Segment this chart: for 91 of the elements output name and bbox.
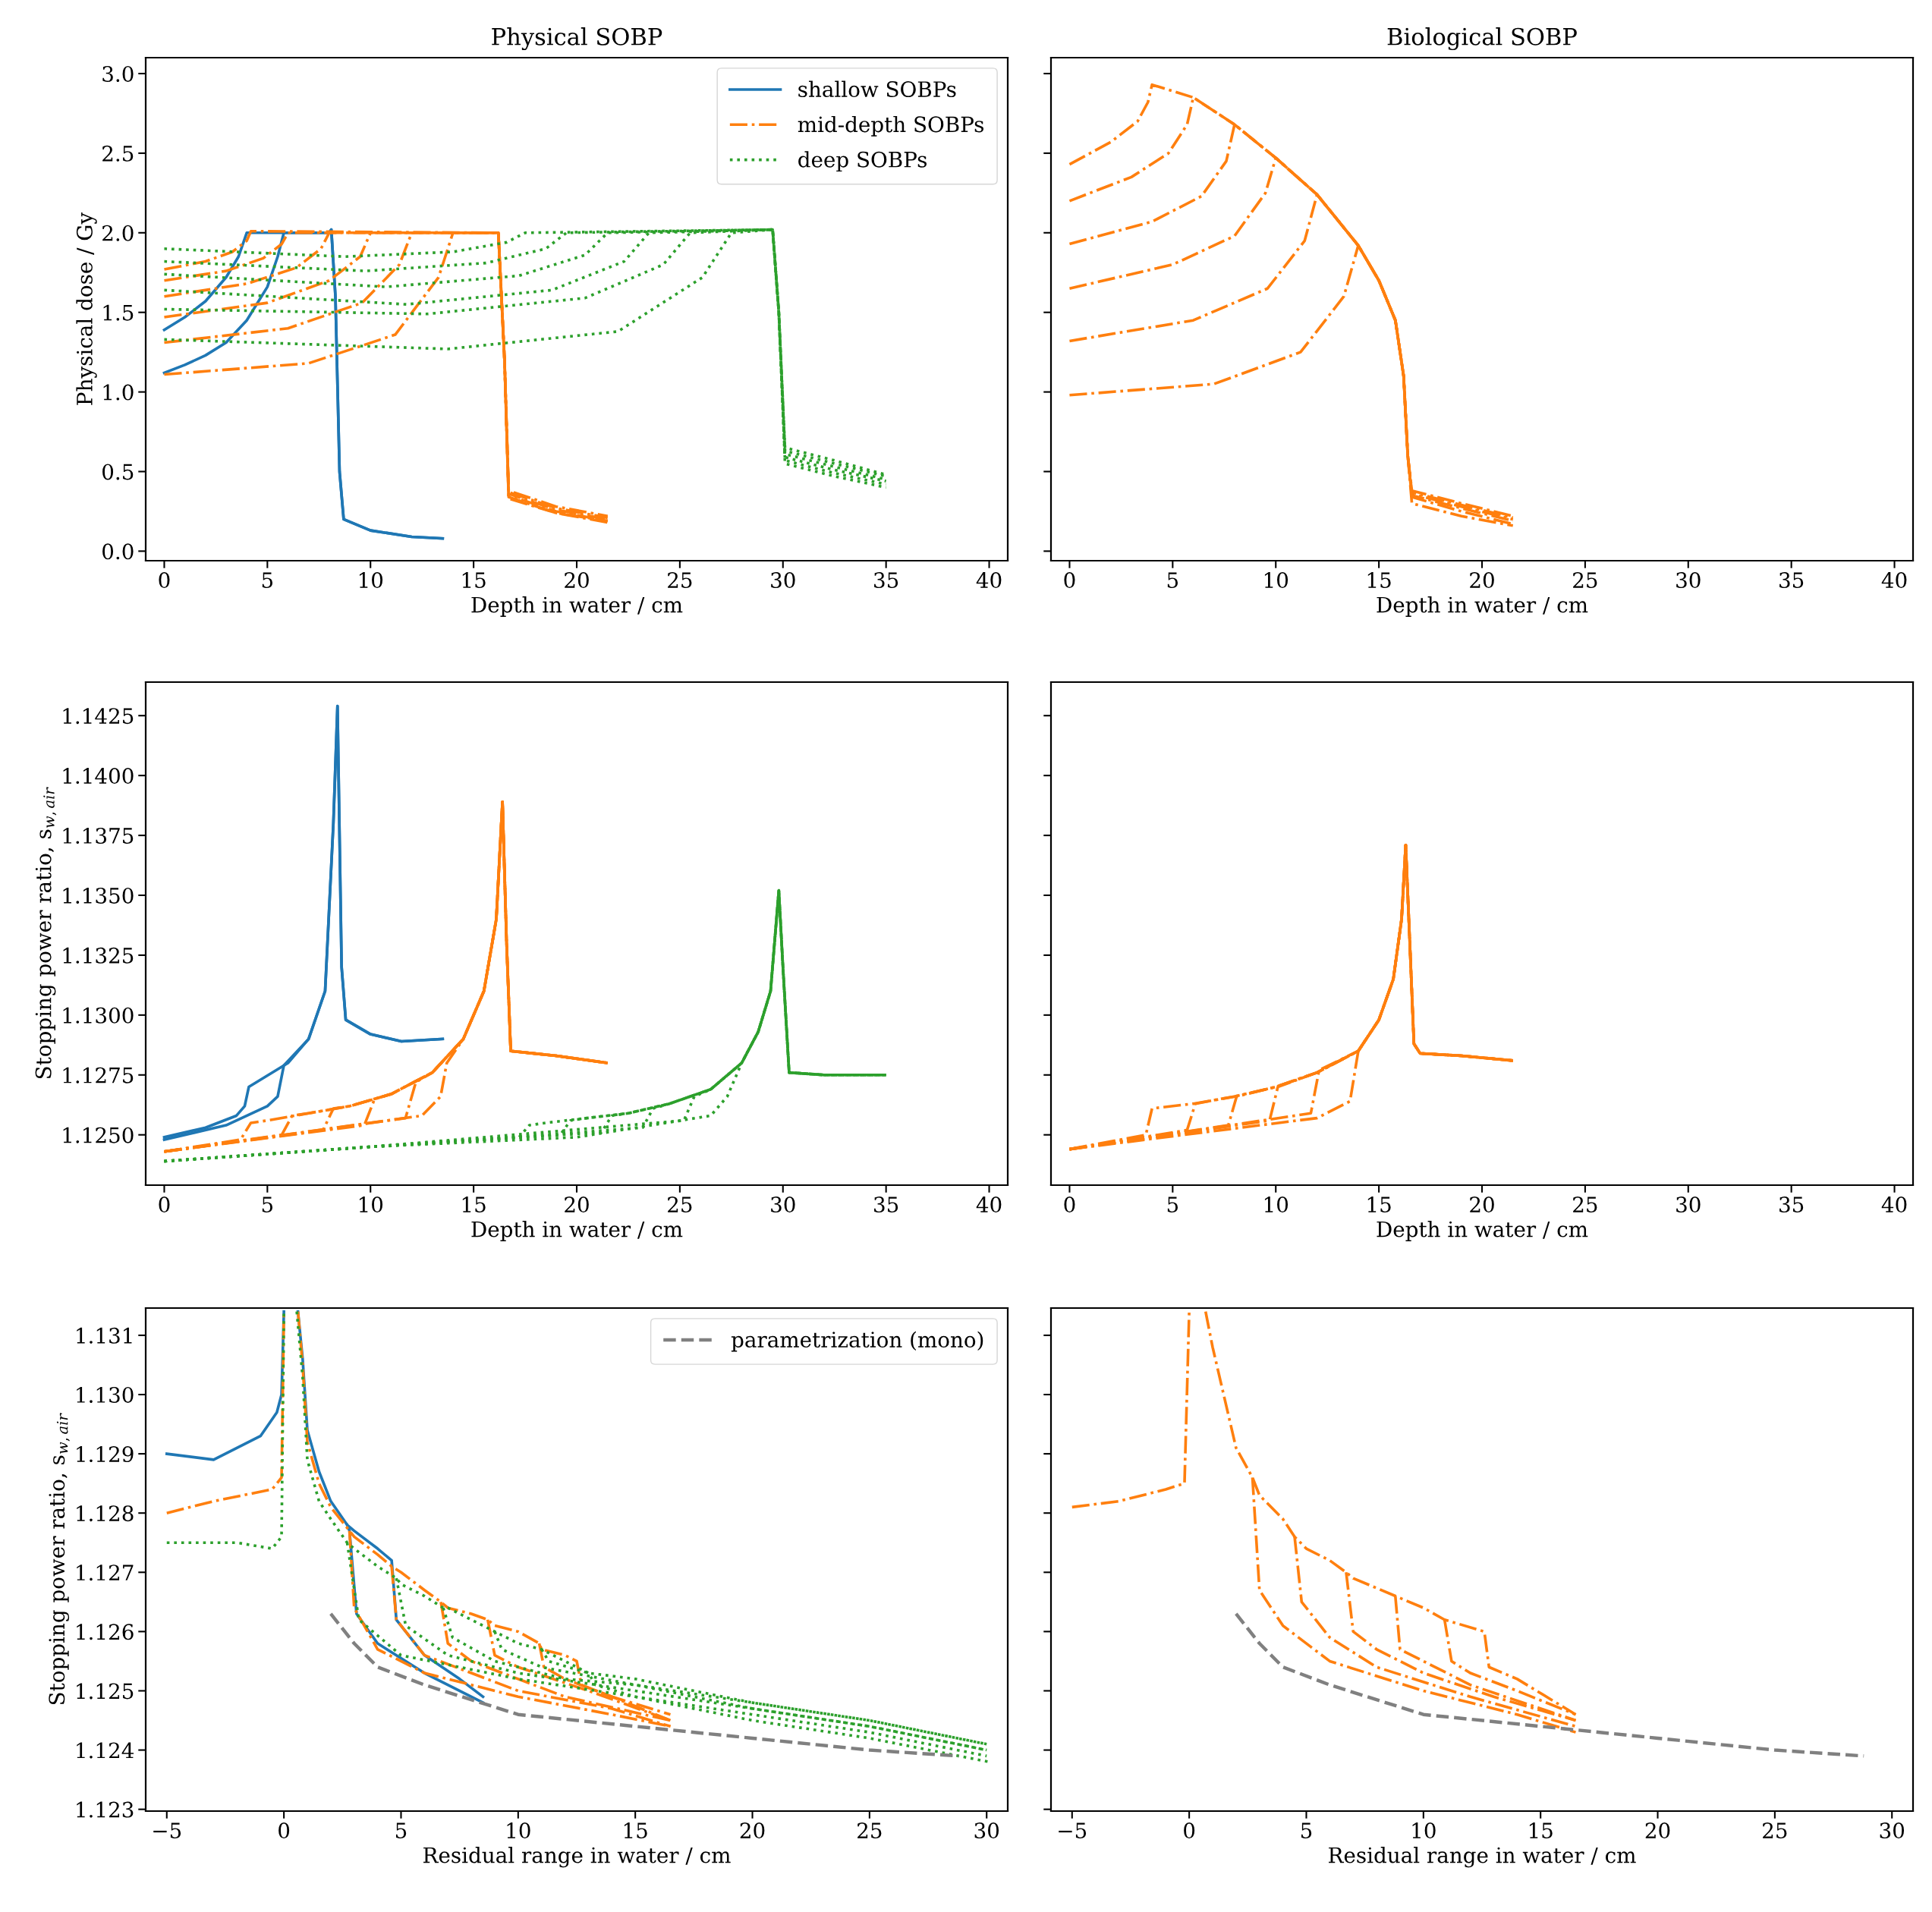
x-tick-label: 35 — [1779, 1197, 1804, 1213]
x-axis-title: Depth in water / cm — [471, 596, 683, 617]
x-tick-label: 10 — [359, 1197, 383, 1213]
y-tick-label: 1.130 — [77, 1386, 134, 1403]
x-tick-label: 40 — [1881, 1197, 1907, 1213]
x-tick-label: 20 — [1645, 1822, 1670, 1839]
x-tick-label: 10 — [507, 1822, 530, 1839]
x-tick-label: 5 — [396, 1822, 407, 1839]
legend-label: shallow SOBPs — [798, 80, 956, 98]
x-tick-label: −5 — [153, 1822, 181, 1839]
x-tick-label: 25 — [668, 1197, 692, 1213]
y-axis-title: Physical dose / Gy — [76, 212, 97, 405]
x-tick-label: 5 — [262, 1197, 273, 1213]
x-tick-label: 10 — [1264, 572, 1289, 589]
x-tick-label: 5 — [1167, 572, 1178, 589]
y-tick-label: 1.1400 — [63, 768, 134, 785]
x-tick-label: 20 — [740, 1822, 765, 1839]
x-tick-label: 15 — [462, 1197, 486, 1213]
y-tick-label: 1.5 — [103, 304, 134, 321]
x-tick-label: 20 — [1470, 1197, 1494, 1213]
x-tick-label: 25 — [1573, 572, 1597, 589]
x-tick-label: 10 — [1412, 1822, 1436, 1839]
x-tick-label: 20 — [565, 1197, 589, 1213]
legend-label: mid-depth SOBPs — [798, 115, 984, 137]
x-tick-label: 25 — [857, 1822, 882, 1839]
x-axis-title: Residual range in water / cm — [1329, 1847, 1636, 1868]
y-tick-label: 0.5 — [102, 464, 134, 480]
legend-label: deep SOBPs — [798, 151, 927, 172]
y-tick-label: 1.127 — [77, 1565, 134, 1581]
y-tick-label: 1.1350 — [63, 887, 134, 904]
x-tick-label: 5 — [262, 572, 273, 589]
x-axis-title: Residual range in water / cm — [423, 1847, 731, 1868]
y-tick-label: 0.0 — [102, 543, 134, 560]
y-tick-label: 1.128 — [77, 1505, 134, 1522]
y-tick-label: 1.123 — [77, 1801, 134, 1818]
y-tick-label: 1.1375 — [63, 827, 134, 844]
y-tick-label: 1.0 — [103, 384, 134, 401]
x-tick-label: 5 — [1301, 1822, 1312, 1839]
chart-title: Physical SOBP — [492, 27, 662, 51]
y-tick-label: 1.1300 — [63, 1007, 134, 1024]
y-tick-label: 1.1250 — [63, 1127, 134, 1143]
x-tick-label: 40 — [976, 572, 1002, 589]
x-tick-label: 0 — [159, 572, 170, 589]
x-tick-label: 15 — [1367, 1197, 1391, 1213]
x-tick-label: 15 — [462, 572, 486, 589]
x-tick-label: 0 — [159, 1197, 170, 1213]
x-tick-label: 0 — [1064, 572, 1075, 589]
y-tick-label: 2.5 — [102, 145, 134, 162]
x-axis-title: Depth in water / cm — [1377, 1221, 1588, 1241]
y-tick-label: 1.1425 — [63, 708, 134, 725]
x-tick-label: 35 — [1779, 572, 1804, 589]
x-tick-label: 30 — [974, 1822, 999, 1839]
y-tick-label: 1.124 — [77, 1742, 134, 1759]
x-tick-label: 30 — [771, 1197, 795, 1213]
x-tick-label: 0 — [1064, 1197, 1075, 1213]
x-tick-label: 10 — [359, 572, 383, 589]
y-tick-label: 2.0 — [102, 225, 134, 241]
chart-title: Biological SOBP — [1387, 27, 1577, 51]
y-tick-label: 1.125 — [77, 1683, 134, 1700]
x-axis-title: Depth in water / cm — [471, 1221, 683, 1241]
x-tick-label: 20 — [565, 572, 589, 589]
x-tick-label: 40 — [976, 1197, 1002, 1213]
x-tick-label: 0 — [278, 1822, 290, 1839]
y-tick-label: 1.129 — [77, 1446, 134, 1463]
x-tick-label: 30 — [771, 572, 795, 589]
x-tick-label: 10 — [1264, 1197, 1289, 1213]
y-tick-label: 1.1325 — [63, 947, 134, 964]
y-tick-label: 3.0 — [102, 65, 134, 82]
legend-label: parametrization (mono) — [731, 1331, 983, 1352]
x-tick-label: 35 — [874, 572, 898, 589]
y-tick-label: 1.1275 — [63, 1067, 134, 1083]
x-tick-label: 25 — [1763, 1822, 1787, 1839]
x-tick-label: 5 — [1167, 1197, 1178, 1213]
y-axis-title: Stopping power ratio, s$_{w,air}$ — [49, 1413, 70, 1705]
x-tick-label: 30 — [1880, 1822, 1905, 1839]
x-tick-label: 25 — [1573, 1197, 1597, 1213]
x-tick-label: 0 — [1184, 1822, 1195, 1839]
x-tick-label: 30 — [1676, 572, 1701, 589]
x-tick-label: 20 — [1470, 572, 1494, 589]
x-tick-label: 25 — [668, 572, 692, 589]
y-axis-title: Stopping power ratio, s$_{w,air}$ — [35, 787, 57, 1079]
x-tick-label: −5 — [1059, 1822, 1087, 1839]
x-tick-label: 15 — [1367, 572, 1391, 589]
y-tick-label: 1.131 — [77, 1327, 132, 1344]
x-tick-label: 30 — [1676, 1197, 1701, 1213]
x-axis-title: Depth in water / cm — [1377, 596, 1588, 617]
x-tick-label: 15 — [624, 1822, 647, 1839]
x-tick-label: 35 — [874, 1197, 898, 1213]
x-tick-label: 15 — [1529, 1822, 1553, 1839]
y-tick-label: 1.126 — [77, 1624, 134, 1640]
x-tick-label: 40 — [1881, 572, 1907, 589]
